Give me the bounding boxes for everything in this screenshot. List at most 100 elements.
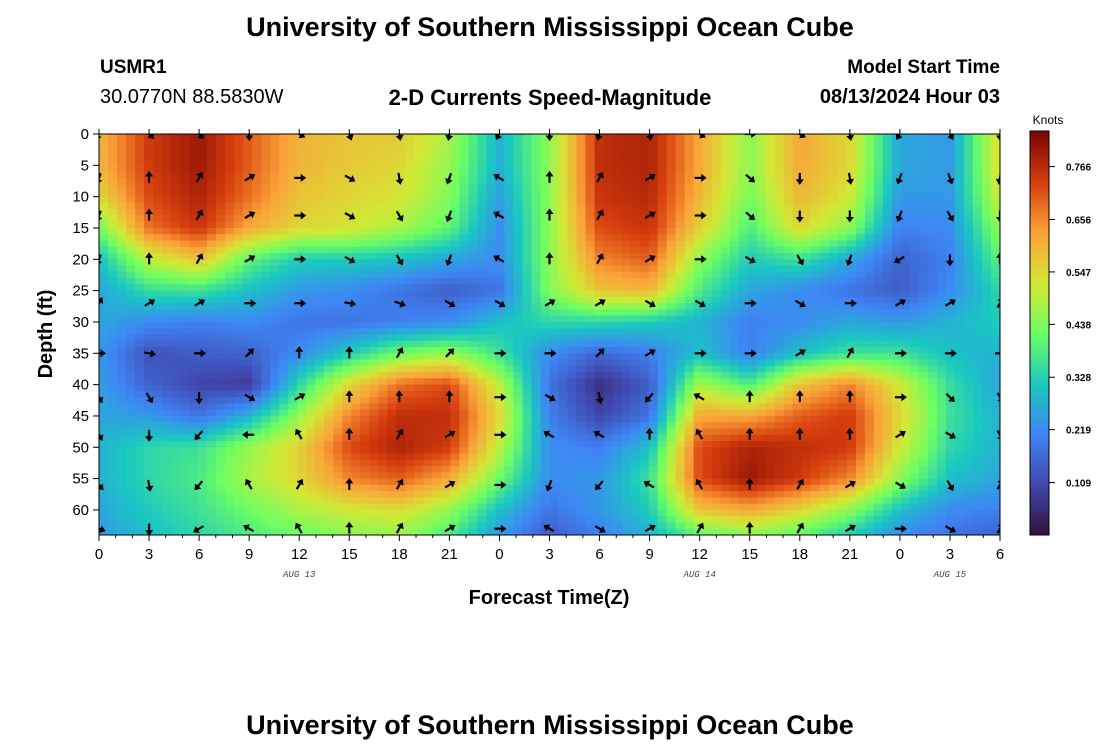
heatmap-cell <box>819 265 830 273</box>
heatmap-cell <box>360 165 370 173</box>
heatmap-cell <box>963 290 974 298</box>
heatmap-cell <box>423 347 433 354</box>
heatmap-cell <box>594 415 605 423</box>
heatmap-cell <box>99 253 109 260</box>
heatmap-cell <box>594 296 605 304</box>
heatmap-cell <box>288 415 298 423</box>
heatmap-cell <box>621 441 632 448</box>
heatmap-cell <box>459 290 470 298</box>
heatmap-cell <box>378 190 388 198</box>
heatmap-cell <box>531 422 542 430</box>
heatmap-cell <box>531 190 542 198</box>
heatmap-cell <box>360 428 370 436</box>
heatmap-cell <box>450 397 460 405</box>
heatmap-cell <box>162 353 172 361</box>
heatmap-cell <box>360 152 370 160</box>
heatmap-cell <box>702 165 713 173</box>
heatmap-cell <box>360 159 370 166</box>
heatmap-cell <box>990 146 1000 154</box>
heatmap-cell <box>252 234 262 242</box>
heatmap-cell <box>756 134 767 141</box>
heatmap-cell <box>972 190 983 198</box>
heatmap-cell <box>405 315 415 323</box>
heatmap-cell <box>729 296 740 304</box>
heatmap-cell <box>270 359 280 367</box>
heatmap-cell <box>180 184 190 191</box>
heatmap-cell <box>153 177 163 185</box>
heatmap-cell <box>441 278 451 285</box>
heatmap-cell <box>900 146 911 154</box>
heatmap-cell <box>414 390 424 398</box>
heatmap-cell <box>306 328 316 336</box>
heatmap-cell <box>954 321 965 329</box>
heatmap-cell <box>819 397 830 405</box>
heatmap-cell <box>180 271 190 279</box>
heatmap-cell <box>630 296 641 304</box>
heatmap-cell <box>891 284 902 292</box>
heatmap-cell <box>171 353 181 361</box>
heatmap-cell <box>540 303 551 311</box>
heatmap-cell <box>225 278 235 285</box>
heatmap-cell <box>891 152 902 160</box>
heatmap-cell <box>819 372 830 379</box>
heatmap-cell <box>261 271 271 279</box>
heatmap-cell <box>864 347 875 354</box>
heatmap-cell <box>945 378 956 386</box>
heatmap-cell <box>540 265 551 273</box>
heatmap-cell <box>801 309 812 317</box>
heatmap-cell <box>414 190 424 198</box>
heatmap-cell <box>900 428 911 436</box>
heatmap-cell <box>513 422 524 430</box>
heatmap-cell <box>369 290 379 298</box>
heatmap-cell <box>729 441 740 448</box>
heatmap-cell <box>243 177 253 185</box>
heatmap-cell <box>306 159 316 166</box>
heatmap-cell <box>585 140 596 148</box>
heatmap-cell <box>252 171 262 179</box>
heatmap-cell <box>189 240 199 248</box>
heatmap-cell <box>396 209 406 217</box>
heatmap-cell <box>909 359 920 367</box>
heatmap-cell <box>837 134 848 141</box>
heatmap-cell <box>612 134 623 141</box>
heatmap-cell <box>198 384 208 392</box>
heatmap-cell <box>270 265 280 273</box>
heatmap-cell <box>846 409 857 417</box>
heatmap-cell <box>549 353 560 361</box>
heatmap-cell <box>315 334 325 342</box>
heatmap-cell <box>828 177 839 185</box>
heatmap-cell <box>747 397 758 405</box>
heatmap-cell <box>828 409 839 417</box>
heatmap-cell <box>234 259 244 267</box>
heatmap-cell <box>207 234 217 242</box>
heatmap-cell <box>639 315 650 323</box>
heatmap-cell <box>981 428 992 436</box>
heatmap-cell <box>891 253 902 260</box>
heatmap-cell <box>675 315 686 323</box>
heatmap-cell <box>99 340 109 348</box>
heatmap-cell <box>990 321 1000 329</box>
heatmap-cell <box>441 328 451 336</box>
heatmap-cell <box>405 378 415 386</box>
heatmap-cell <box>225 202 235 210</box>
heatmap-cell <box>945 372 956 379</box>
heatmap-cell <box>837 240 848 248</box>
heatmap-cell <box>423 340 433 348</box>
heatmap-cell <box>747 334 758 342</box>
heatmap-cell <box>873 372 884 379</box>
heatmap-cell <box>450 290 460 298</box>
heatmap-cell <box>675 441 686 448</box>
heatmap-cell <box>945 365 956 373</box>
heatmap-cell <box>162 215 172 223</box>
heatmap-cell <box>396 415 406 423</box>
heatmap-cell <box>675 403 686 411</box>
heatmap-cell <box>846 190 857 198</box>
heatmap-cell <box>675 259 686 267</box>
heatmap-cell <box>990 397 1000 405</box>
heatmap-cell <box>882 152 893 160</box>
heatmap-cell <box>720 140 731 148</box>
heatmap-cell <box>315 372 325 379</box>
heatmap-cell <box>180 152 190 160</box>
heatmap-cell <box>855 234 866 242</box>
heatmap-cell <box>288 384 298 392</box>
